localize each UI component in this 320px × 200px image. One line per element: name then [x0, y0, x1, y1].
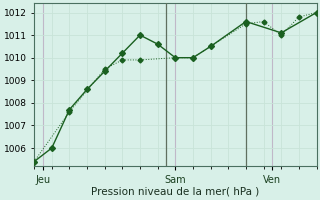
X-axis label: Pression niveau de la mer( hPa ): Pression niveau de la mer( hPa ): [91, 187, 260, 197]
